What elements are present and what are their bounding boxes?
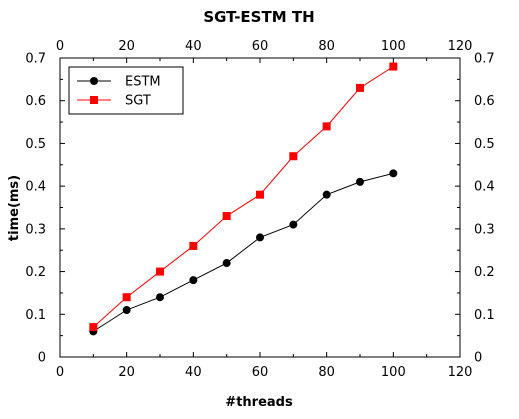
- y-tick-label-right: 0.4: [474, 180, 495, 195]
- y-tick-label-right: 0.2: [474, 265, 495, 280]
- x-axis-label: #threads: [225, 395, 293, 410]
- y-tick-label-left: 0.4: [25, 180, 46, 195]
- data-point-estm: [156, 293, 164, 302]
- data-point-estm: [222, 259, 231, 268]
- y-tick-label-right: 0.5: [474, 137, 495, 152]
- y-tick-label-left: 0.1: [25, 308, 46, 323]
- y-axis-label: time(ms): [7, 175, 22, 241]
- data-point-sgt: [289, 152, 298, 161]
- legend-marker-estm: [90, 77, 98, 85]
- data-point-estm: [389, 169, 398, 178]
- x-tick-label-top: 80: [318, 39, 335, 54]
- x-tick-label-bottom: 80: [318, 365, 335, 380]
- legend-marker-sgt: [90, 96, 98, 104]
- data-point-sgt: [189, 241, 198, 250]
- legend-label-estm: ESTM: [125, 75, 161, 90]
- y-tick-label-left: 0: [38, 351, 46, 366]
- data-point-estm: [356, 177, 364, 186]
- y-tick-label-left: 0.3: [25, 222, 46, 237]
- x-tick-label-top: 20: [118, 39, 135, 54]
- x-tick-label-top: 100: [381, 39, 406, 54]
- data-point-sgt: [156, 267, 164, 276]
- x-tick-label-bottom: 0: [56, 365, 64, 380]
- x-tick-label-top: 60: [252, 39, 269, 54]
- x-tick-label-bottom: 100: [381, 365, 406, 380]
- data-point-estm: [256, 233, 264, 242]
- y-tick-label-left: 0.6: [25, 94, 46, 109]
- data-point-estm: [289, 220, 298, 229]
- data-point-sgt: [356, 83, 364, 92]
- x-tick-label-top: 40: [185, 39, 202, 54]
- y-tick-label-left: 0.2: [25, 265, 46, 280]
- y-tick-label-left: 0.7: [25, 52, 46, 67]
- data-point-estm: [322, 190, 331, 199]
- data-point-sgt: [89, 323, 98, 332]
- y-tick-label-right: 0.7: [474, 52, 495, 67]
- data-point-sgt: [222, 212, 231, 221]
- data-point-sgt: [122, 293, 131, 302]
- data-point-sgt: [389, 62, 398, 71]
- data-point-sgt: [322, 122, 331, 131]
- data-point-estm: [122, 306, 131, 315]
- y-tick-label-right: 0.6: [474, 94, 495, 109]
- series-line-estm: [93, 172, 394, 332]
- legend-label-sgt: SGT: [125, 94, 151, 109]
- y-tick-label-right: 0.1: [474, 308, 495, 323]
- x-tick-label-bottom: 20: [118, 365, 135, 380]
- x-tick-label-bottom: 120: [448, 365, 473, 380]
- legend-box: [68, 66, 184, 115]
- x-tick-label-bottom: 60: [252, 365, 269, 380]
- y-tick-label-right: 0: [474, 351, 482, 366]
- y-tick-label-left: 0.5: [25, 137, 46, 152]
- y-tick-label-right: 0.3: [474, 222, 495, 237]
- data-point-sgt: [256, 190, 264, 199]
- x-tick-label-top: 120: [448, 39, 473, 54]
- series-line-sgt: [92, 66, 394, 328]
- chart-title: SGT-ESTM TH: [203, 8, 314, 26]
- data-point-estm: [189, 276, 198, 285]
- x-tick-label-top: 0: [56, 39, 64, 54]
- x-tick-label-bottom: 40: [185, 365, 202, 380]
